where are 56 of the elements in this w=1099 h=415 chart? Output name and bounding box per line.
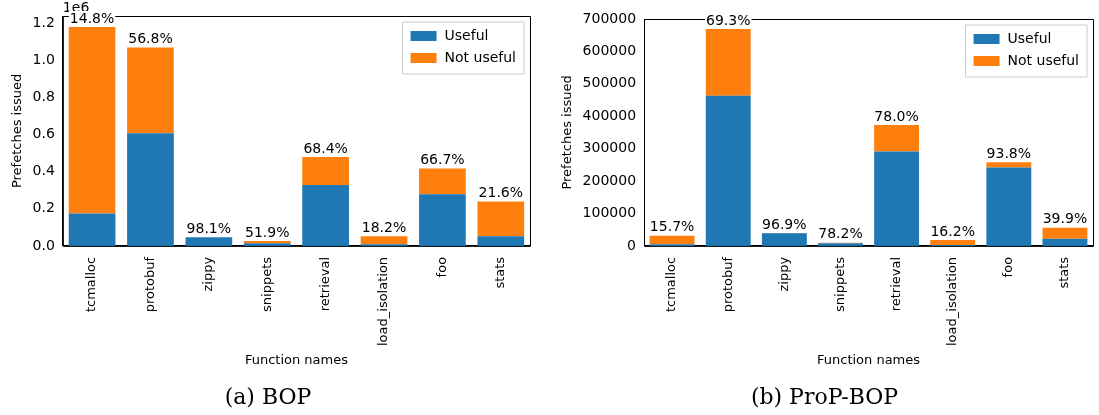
x-tick-label: protobuf [141, 256, 157, 313]
annotation: 66.7% [420, 151, 465, 168]
x-tick-label: stats [492, 256, 508, 289]
legend-label: Not useful [1007, 51, 1079, 68]
y-tick-label: 0.6 [32, 125, 55, 142]
annotation: 16.2% [930, 222, 975, 239]
annotation: 39.9% [1042, 210, 1088, 227]
annotation: 56.8% [128, 30, 173, 47]
x-tick-label: protobuf [719, 256, 735, 313]
y-tick-label: 500000 [582, 74, 637, 91]
annotation: 78.2% [818, 225, 863, 242]
x-tick-label: load_isolation [375, 256, 391, 347]
annotation: 78.0% [874, 107, 919, 124]
x-tick-label: zippy [775, 256, 791, 292]
legend-label: Useful [1007, 29, 1052, 46]
annotation: 18.2% [361, 218, 407, 235]
x-tick-label: retrieval [887, 256, 903, 312]
y-tick-label: 300000 [582, 139, 637, 156]
y-axis-title: Prefetches issued [559, 75, 575, 190]
x-tick-label: tcmalloc [663, 256, 679, 313]
text: (b) ProP-BOP [750, 383, 899, 409]
y-tick-label: 0.8 [32, 88, 55, 105]
x-tick-label: retrieval [317, 256, 332, 312]
x-tick-label: foo [433, 256, 449, 278]
annotation: 98.1% [186, 219, 232, 236]
x-tick-label: stats [1056, 256, 1072, 289]
annotation: 93.8% [986, 144, 1032, 161]
annotation: 51.9% [244, 223, 290, 240]
x-axis-title: Function names [244, 352, 349, 368]
y-tick-label: 0.2 [32, 199, 55, 216]
x-tick-label: load_isolation [944, 256, 960, 347]
legend-label: Not useful [444, 48, 516, 65]
y-tick-label: 700000 [582, 9, 637, 26]
x-tick-label: snippets [831, 256, 847, 312]
y-tick-label: 400000 [582, 106, 637, 123]
annotation: 69.3% [705, 11, 751, 28]
y-tick-label: 600000 [582, 42, 637, 59]
y-tick-label: 0.0 [32, 236, 55, 253]
x-tick-label: zippy [200, 256, 216, 292]
annotation: 96.9% [762, 215, 807, 232]
text: (a) BOP [224, 383, 312, 409]
legend-label: Useful [444, 26, 489, 43]
y-axis-title: Prefetches issued [9, 73, 25, 189]
y-tick-label: 0.4 [32, 162, 55, 179]
annotation: 68.4% [303, 139, 348, 156]
y-tick-label: 1.2 [32, 14, 55, 31]
annotation: 15.7% [649, 218, 695, 235]
y-tick-label: 200000 [582, 171, 637, 188]
x-tick-label: tcmalloc [83, 256, 99, 313]
annotation: 21.6% [478, 184, 524, 201]
y-tick-label: 0 [627, 236, 637, 253]
y-tick-label: 100000 [582, 204, 637, 221]
x-axis-title: Function names [816, 352, 921, 368]
x-tick-label: snippets [258, 256, 274, 312]
y-tick-label: 1.0 [32, 51, 55, 68]
x-tick-label: foo [1000, 256, 1016, 278]
